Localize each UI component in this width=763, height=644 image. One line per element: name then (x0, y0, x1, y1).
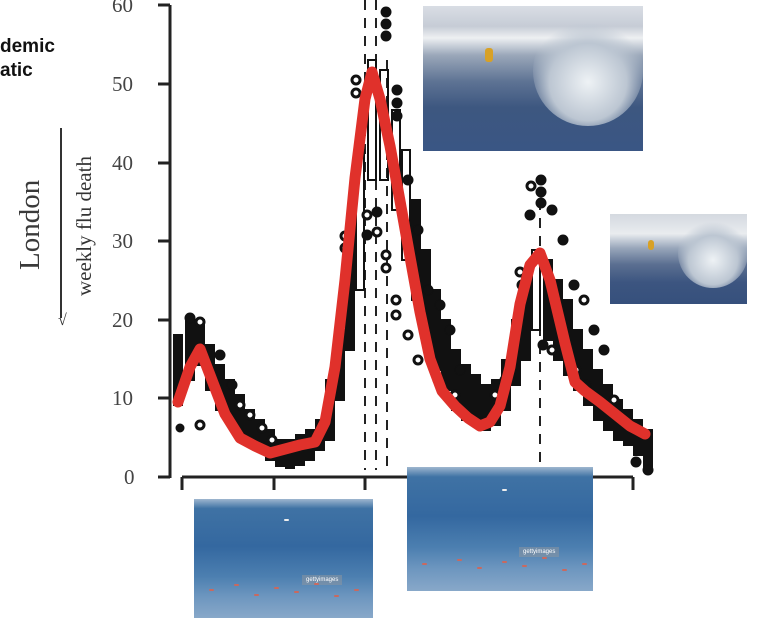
surfer-figure (485, 48, 493, 62)
caption-line-2: atic (0, 60, 33, 81)
sqrt-symbol-bar (60, 128, 62, 318)
getty-watermark: gettyimages (302, 575, 343, 585)
getty-watermark: gettyimages (519, 547, 560, 557)
surfers-lineup-photo-right: gettyimages (407, 467, 593, 591)
y-tick-0: 0 (124, 465, 135, 489)
y-tick-labels: 60 50 40 30 20 10 0 (112, 0, 135, 489)
y-tick-60: 60 (112, 0, 133, 17)
y-tick-50: 50 (112, 72, 133, 96)
big-wave-surfer-photo-small (610, 214, 747, 304)
wave-curl-small (678, 218, 747, 288)
y-tick-40: 40 (112, 151, 133, 175)
fitted-trajectory-line (172, 66, 651, 459)
y-tick-30: 30 (112, 229, 133, 253)
outlier-markers (175, 6, 654, 476)
surfers-lineup-photo-left: gettyimages (194, 499, 373, 618)
big-wave-surfer-photo (423, 6, 643, 151)
surfer-figure-small (648, 240, 654, 250)
y-tick-20: 20 (112, 308, 133, 332)
y-axis (158, 3, 172, 479)
caption-line-1: demic (0, 36, 55, 57)
sqrt-symbol-hook: √ (58, 312, 67, 329)
wave-curl (533, 16, 643, 126)
y-tick-10: 10 (112, 386, 133, 410)
